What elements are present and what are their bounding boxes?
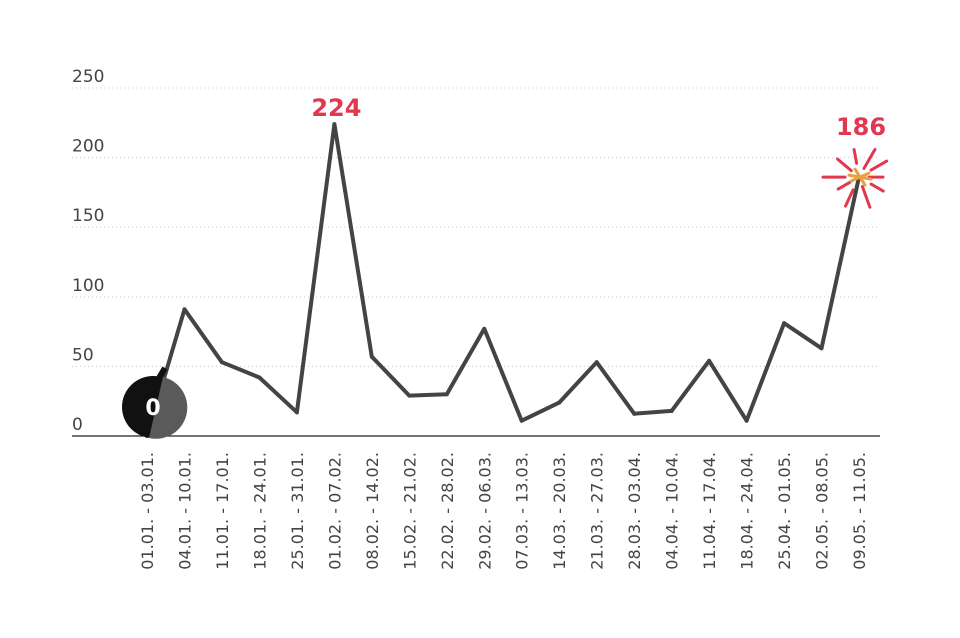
x-tick-label: 01.01. - 03.01.: [138, 452, 157, 570]
x-tick-label: 28.03. - 03.04.: [625, 452, 644, 570]
x-tick-label: 04.01. - 10.01.: [175, 452, 194, 570]
burst-ray: [836, 180, 852, 191]
y-tick-label: 100: [72, 276, 104, 296]
data-point: [182, 307, 187, 312]
data-point: [669, 408, 674, 413]
grid-lines: [72, 87, 880, 367]
x-tick-label: 25.01. - 31.01.: [288, 452, 307, 570]
data-point: [819, 346, 824, 351]
burst-ray: [836, 157, 853, 173]
data-point: [594, 360, 599, 365]
y-tick-label: 250: [72, 67, 104, 87]
x-tick-label: 08.02. - 14.02.: [363, 452, 382, 570]
y-tick-label: 0: [72, 415, 83, 435]
y-tick-label: 150: [72, 206, 104, 226]
bomb-fuse: [156, 366, 168, 380]
burst-ray: [860, 185, 872, 209]
burst-ray: [844, 188, 855, 208]
data-point: [557, 400, 562, 405]
burst-ray: [852, 148, 859, 165]
data-point: [444, 392, 449, 397]
x-tick-label: 25.04. - 01.05.: [775, 452, 794, 570]
y-tick-label: 200: [72, 137, 104, 157]
annotation-label: 186: [836, 113, 886, 141]
annotation-label: 0: [145, 396, 160, 421]
x-tick-label: 04.04. - 10.04.: [663, 452, 682, 570]
data-point: [332, 122, 337, 127]
data-point: [257, 375, 262, 380]
x-tick-label: 01.02. - 07.02.: [325, 452, 344, 570]
data-points: [145, 122, 861, 438]
data-point: [407, 393, 412, 398]
x-tick-label: 15.02. - 21.02.: [400, 452, 419, 570]
x-tick-label: 14.03. - 20.03.: [550, 452, 569, 570]
x-tick-label: 07.03. - 13.03.: [513, 452, 532, 570]
bomb-marker: 0: [122, 366, 188, 439]
x-tick-label: 22.02. - 28.02.: [438, 452, 457, 570]
x-tick-label: 02.05. - 08.05.: [813, 452, 832, 570]
burst-spark: [847, 173, 873, 181]
x-tick-label: 18.04. - 24.04.: [738, 452, 757, 570]
burst-ray: [869, 159, 889, 172]
explosion-burst: [821, 147, 889, 209]
burst-ray: [869, 182, 885, 193]
series-line: [145, 122, 861, 438]
data-point: [707, 358, 712, 363]
x-axis-ticks: 01.01. - 03.01. 04.01. - 10.01. 11.01. - 1…: [138, 452, 869, 570]
data-point: [632, 411, 637, 416]
x-tick-label: 11.01. - 17.01.: [213, 452, 232, 570]
annotation-label: 224: [311, 94, 361, 122]
x-tick-label: 11.04. - 17.04.: [700, 452, 719, 570]
x-tick-label: 21.03. - 27.03.: [588, 452, 607, 570]
data-point: [482, 326, 487, 331]
data-point: [294, 410, 299, 415]
y-tick-label: 50: [72, 345, 94, 365]
data-point: [219, 360, 224, 365]
burst-ray: [862, 147, 877, 170]
data-point: [782, 321, 787, 326]
data-point: [519, 418, 524, 423]
data-point: [369, 354, 374, 359]
x-tick-label: 18.01. - 24.01.: [250, 452, 269, 570]
x-tick-label: 09.05. - 11.05.: [850, 452, 869, 570]
annotations: 0 224 186: [122, 94, 889, 439]
bomb-shade: [149, 377, 188, 439]
y-axis-ticks: 0 50 100 150 200 250: [72, 67, 104, 435]
x-tick-label: 29.02. - 06.03.: [475, 452, 494, 570]
data-point: [744, 418, 749, 423]
